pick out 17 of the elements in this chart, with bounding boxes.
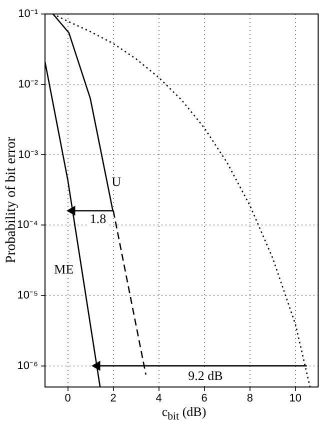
annotation: 9.2 dB	[188, 368, 224, 384]
y-tick-label: 10⁻³	[18, 148, 38, 161]
x-tick-label: 4	[156, 392, 162, 405]
annotation: U	[112, 174, 122, 190]
annotation: 1.8	[90, 210, 106, 226]
x-tick-label: 8	[246, 392, 253, 405]
x-tick-label: 10	[289, 392, 302, 405]
x-tick-label: 0	[64, 392, 71, 405]
y-tick-label: 10⁻⁴	[17, 219, 38, 232]
x-axis-title: c$_{bit}$ (dB)	[162, 404, 206, 423]
x-tick-label: 6	[201, 392, 208, 405]
y-tick-label: 10⁻⁵	[17, 289, 38, 302]
y-tick-label: 10⁻²	[18, 78, 38, 90]
y-tick-label: 10⁻⁶	[17, 360, 38, 372]
annotation: ME	[54, 261, 74, 276]
y-tick-label: 10⁻¹	[18, 8, 38, 20]
x-tick-label: 2	[110, 392, 116, 405]
